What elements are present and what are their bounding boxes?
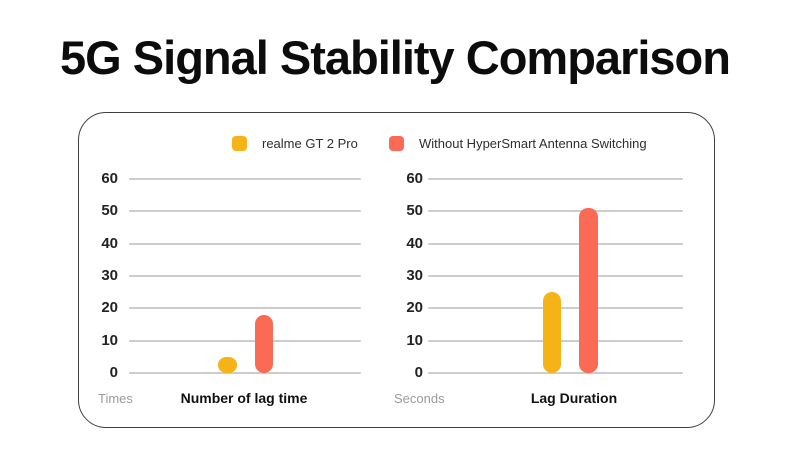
page-title: 5G Signal Stability Comparison — [60, 31, 731, 84]
y-axis-tick-label: 40 — [101, 234, 118, 252]
gridline — [129, 372, 361, 374]
gridline — [428, 372, 683, 374]
legend-label: Without HyperSmart Antenna Switching — [419, 135, 647, 151]
y-axis-unit-left: Times — [98, 391, 133, 406]
bar-without-hypersmart — [579, 208, 598, 373]
gridline — [129, 210, 361, 213]
y-axis-tick-label: 50 — [406, 202, 423, 220]
gridline — [129, 178, 361, 180]
gridline — [428, 210, 683, 213]
bar-realme — [218, 356, 237, 373]
y-axis-tick-label: 30 — [101, 267, 118, 284]
y-axis-tick-label: 30 — [406, 267, 423, 284]
legend-swatch-yellow-icon — [232, 135, 247, 151]
gridline — [428, 242, 683, 245]
y-axis-tick-label: 60 — [101, 170, 118, 187]
y-axis-tick-label: 0 — [414, 364, 423, 381]
x-axis-label-right: Lag Duration — [530, 390, 618, 406]
y-axis-tick-label: 50 — [101, 202, 118, 220]
legend-item-without-hypersmart: Without HyperSmart Antenna Switching — [389, 135, 647, 151]
y-axis-tick-label: 0 — [109, 364, 118, 381]
y-axis-tick-label: 20 — [406, 299, 423, 317]
gridline — [428, 178, 683, 180]
y-axis-tick-label: 10 — [101, 331, 118, 349]
y-axis-tick-label: 20 — [101, 299, 118, 317]
legend-item-realme: realme GT 2 Pro — [232, 135, 358, 151]
y-axis-unit-right: Seconds — [394, 391, 445, 406]
legend-label: realme GT 2 Pro — [262, 135, 358, 151]
gridline — [129, 242, 361, 245]
chart-card: realme GT 2 Pro Without HyperSmart Anten… — [78, 112, 715, 428]
legend-swatch-red-icon — [389, 135, 404, 151]
bar-without-hypersmart — [255, 314, 273, 373]
gridline — [129, 307, 361, 310]
x-axis-label-left: Number of lag time — [180, 390, 308, 406]
bar-realme — [543, 292, 561, 373]
y-axis-tick-label: 60 — [406, 170, 423, 187]
gridline — [129, 275, 361, 277]
y-axis-tick-label: 10 — [406, 331, 423, 349]
gridline — [129, 339, 361, 342]
gridline — [428, 275, 683, 277]
y-axis-tick-label: 40 — [406, 234, 423, 252]
